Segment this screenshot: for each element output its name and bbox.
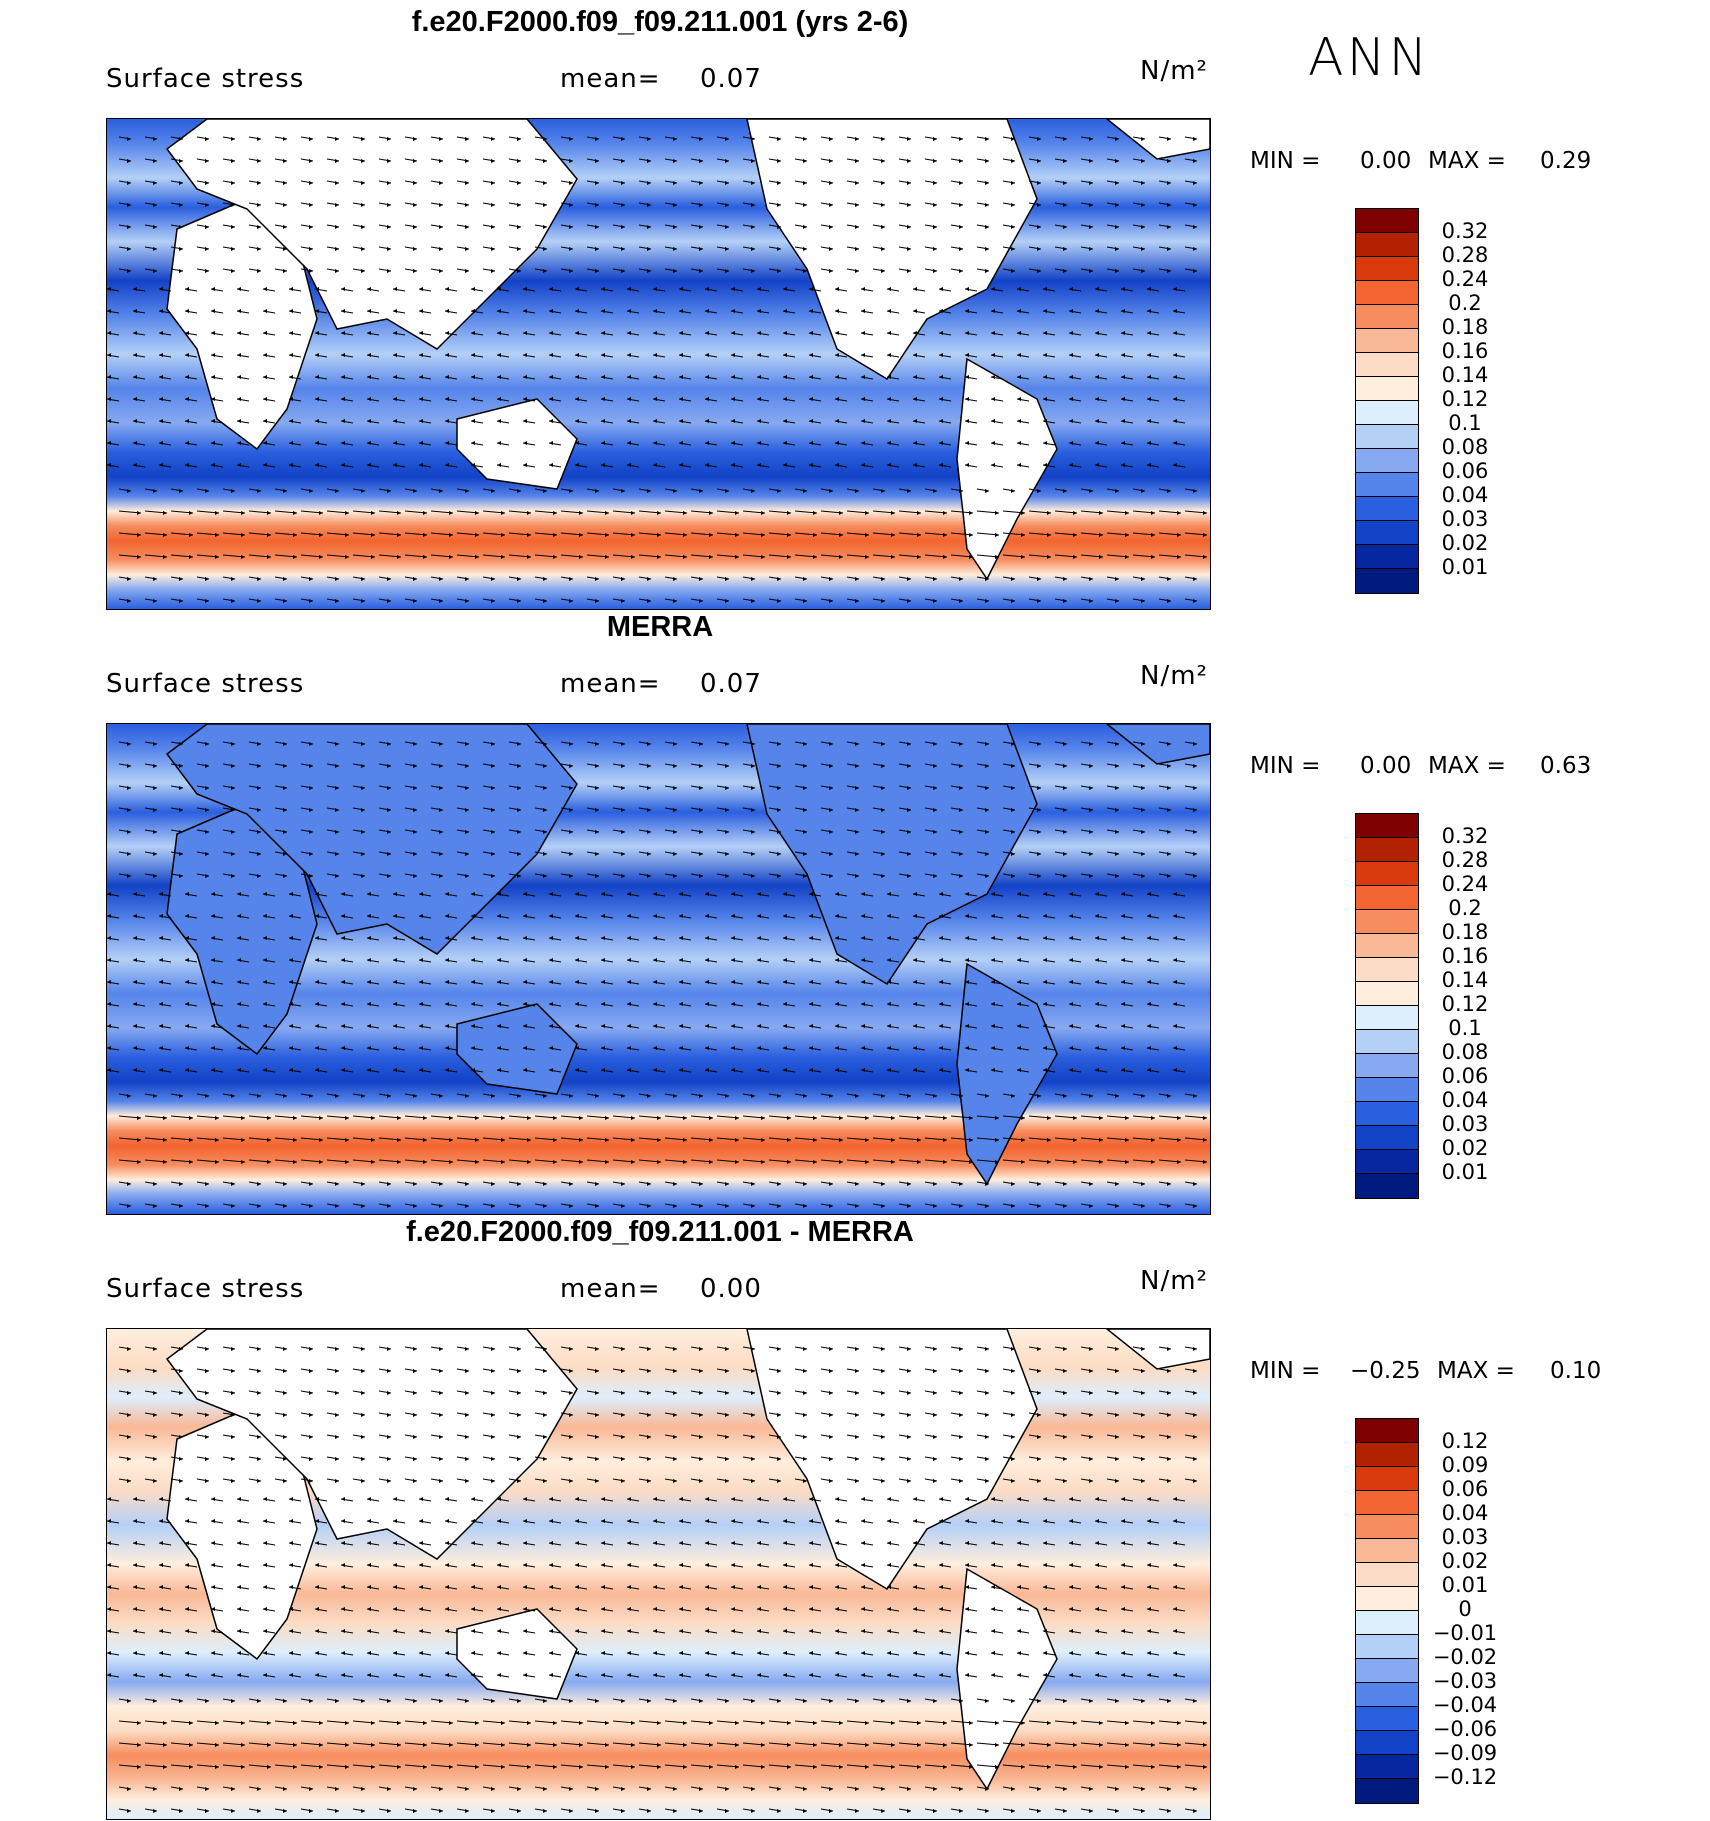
colorbar-swatch bbox=[1356, 449, 1418, 473]
colorbar-tick-label: 0.18 bbox=[1430, 315, 1500, 339]
colorbar-swatch bbox=[1356, 281, 1418, 305]
map-plot bbox=[106, 118, 1211, 610]
colorbar bbox=[1355, 208, 1419, 594]
colorbar-tick-label: 0.02 bbox=[1430, 531, 1500, 555]
colorbar-swatch bbox=[1356, 569, 1418, 593]
colorbar-tick-label: 0.2 bbox=[1430, 291, 1500, 315]
units-label: N/m² bbox=[1140, 661, 1208, 691]
colorbar-swatch bbox=[1356, 209, 1418, 233]
map-plot bbox=[106, 723, 1211, 1215]
colorbar-swatch bbox=[1356, 233, 1418, 257]
panel-title: MERRA bbox=[100, 611, 1220, 644]
colorbar-tick-label: 0.12 bbox=[1430, 387, 1500, 411]
mean-value: 0.07 bbox=[700, 64, 762, 94]
colorbar-tick-label: 0.04 bbox=[1430, 483, 1500, 507]
colorbar-tick-label: 0.32 bbox=[1430, 219, 1500, 243]
mean-label: mean= bbox=[560, 64, 661, 94]
colorbar-swatch bbox=[1356, 497, 1418, 521]
colorbar-tick-label: 0.28 bbox=[1430, 243, 1500, 267]
colorbar-swatch bbox=[1356, 353, 1418, 377]
field-label: Surface stress bbox=[106, 64, 304, 94]
colorbar-swatch bbox=[1356, 377, 1418, 401]
colorbar-tick-label: 0.1 bbox=[1430, 411, 1500, 435]
mean-value: 0.07 bbox=[700, 669, 762, 699]
field-label: Surface stress bbox=[106, 669, 304, 699]
min-label: MIN = bbox=[1250, 148, 1320, 174]
colorbar-swatch bbox=[1356, 473, 1418, 497]
colorbar-swatch bbox=[1356, 545, 1418, 569]
units-label: N/m² bbox=[1140, 56, 1208, 86]
colorbar-tick-label: 0.01 bbox=[1430, 555, 1500, 579]
colorbar-tick-label: 0.24 bbox=[1430, 267, 1500, 291]
panel-merra: MERRA Surface stress mean= 0.07 N/m² MIN… bbox=[0, 611, 1710, 1216]
colorbar-swatch bbox=[1356, 425, 1418, 449]
colorbar-tick-label: 0.14 bbox=[1430, 363, 1500, 387]
panel-title: f.e20.F2000.f09_f09.211.001 (yrs 2-6) bbox=[100, 6, 1220, 39]
colorbar-swatch bbox=[1356, 305, 1418, 329]
colorbar-swatch bbox=[1356, 257, 1418, 281]
colorbar-swatch bbox=[1356, 521, 1418, 545]
colorbar-tick-label: 0.03 bbox=[1430, 507, 1500, 531]
colorbar-swatch bbox=[1356, 401, 1418, 425]
colorbar-tick-label: 0.06 bbox=[1430, 459, 1500, 483]
panel-model: f.e20.F2000.f09_f09.211.001 (yrs 2-6) Su… bbox=[0, 6, 1710, 611]
colorbar-tick-label: 0.16 bbox=[1430, 339, 1500, 363]
min-value: 0.00 bbox=[1360, 148, 1411, 174]
max-label: MAX = bbox=[1428, 148, 1506, 174]
map-svg bbox=[107, 119, 1210, 609]
colorbar-tick-label: 0.08 bbox=[1430, 435, 1500, 459]
colorbar-swatch bbox=[1356, 329, 1418, 353]
map-svg bbox=[107, 724, 1210, 1214]
mean-label: mean= bbox=[560, 669, 661, 699]
max-value: 0.29 bbox=[1540, 148, 1591, 174]
